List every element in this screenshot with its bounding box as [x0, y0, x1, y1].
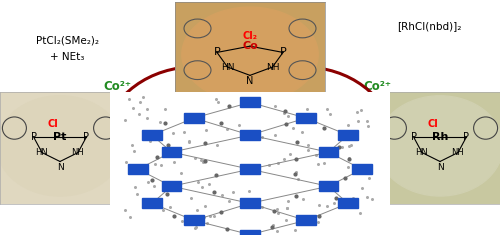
Text: HN: HN	[220, 63, 234, 72]
Bar	[142, 130, 162, 140]
Text: P: P	[464, 132, 469, 142]
Bar	[352, 164, 372, 174]
Text: Pt: Pt	[54, 132, 66, 142]
Bar	[338, 130, 358, 140]
Ellipse shape	[182, 7, 318, 102]
Bar	[240, 97, 260, 107]
Text: [RhCl(nbd)]₂: [RhCl(nbd)]₂	[397, 21, 461, 31]
Text: PtCl₂(SMe₂)₂: PtCl₂(SMe₂)₂	[36, 35, 99, 45]
Ellipse shape	[377, 96, 500, 196]
Bar	[318, 181, 338, 191]
Text: Co²⁺: Co²⁺	[364, 80, 392, 93]
Text: HN: HN	[36, 148, 49, 157]
Text: P: P	[30, 132, 36, 142]
Bar	[240, 164, 260, 174]
Bar	[318, 147, 338, 157]
Bar	[162, 181, 182, 191]
Bar	[296, 215, 316, 225]
Bar	[184, 113, 204, 123]
Ellipse shape	[0, 96, 123, 196]
Text: Cl₂: Cl₂	[242, 31, 258, 41]
Bar	[296, 113, 316, 123]
Bar	[128, 164, 148, 174]
Bar	[184, 215, 204, 225]
Text: HN: HN	[416, 148, 428, 157]
Text: Co: Co	[242, 41, 258, 51]
Text: Cl: Cl	[48, 119, 58, 129]
Bar	[240, 198, 260, 208]
Text: N: N	[246, 76, 254, 86]
Text: N: N	[56, 163, 64, 172]
Text: NH: NH	[266, 63, 279, 72]
Bar	[240, 130, 260, 140]
Bar	[240, 230, 260, 237]
Text: N: N	[436, 163, 444, 172]
Text: + NEt₃: + NEt₃	[50, 52, 84, 62]
Text: Rh: Rh	[432, 132, 448, 142]
Bar	[338, 198, 358, 208]
Bar	[162, 147, 182, 157]
Text: Co²⁺: Co²⁺	[104, 80, 132, 93]
Text: P: P	[84, 132, 89, 142]
Bar	[142, 198, 162, 208]
Text: P: P	[214, 47, 220, 57]
Text: Cl: Cl	[428, 119, 438, 129]
Text: P: P	[280, 47, 286, 57]
Text: NH: NH	[72, 148, 85, 157]
Text: P: P	[410, 132, 416, 142]
Text: NH: NH	[452, 148, 464, 157]
